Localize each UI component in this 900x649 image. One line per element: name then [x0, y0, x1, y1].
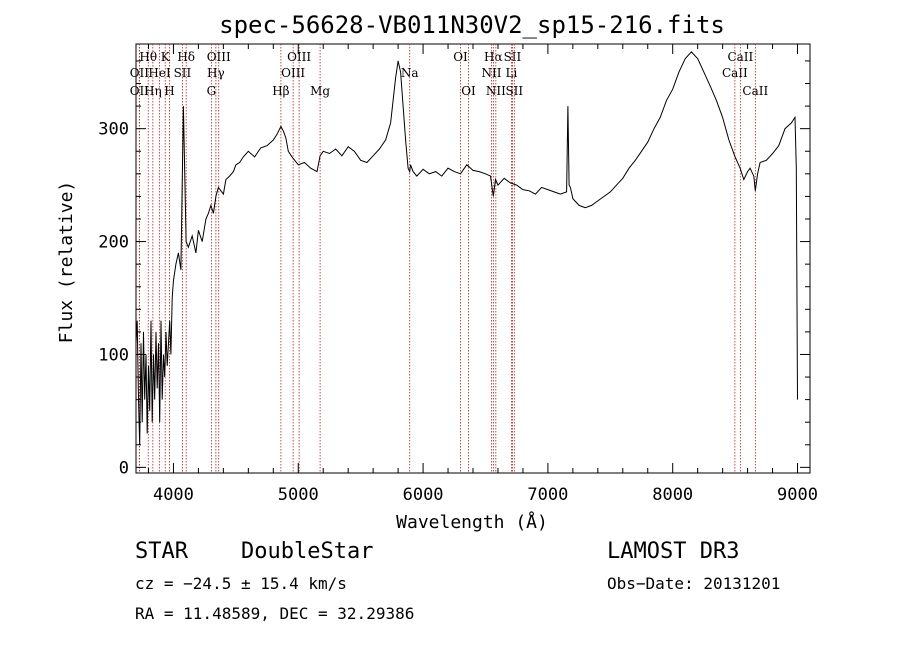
spectral-line-label: SII [505, 84, 523, 98]
object-subclass: DoubleStar [241, 539, 373, 564]
spectral-line-label: CaII [727, 50, 753, 64]
y-axis-label: Flux (relative) [56, 181, 77, 344]
spectral-line-label: K [161, 50, 171, 64]
spectral-line-label: Hδ [177, 50, 195, 64]
spectral-line-label: NII [481, 66, 501, 80]
axis-ticks: 4000 5000 6000 7000 8000 9000 0 100 200 300 [98, 44, 818, 505]
survey-name: LAMOST DR3 [607, 539, 739, 564]
spectral-line-label: Li [506, 66, 518, 80]
spectral-line-label: HeI [148, 66, 171, 80]
y-tick-label: 300 [98, 120, 129, 140]
spectral-line-label: OIII [287, 50, 311, 64]
spectral-line-label: OI [461, 84, 476, 98]
x-axis-label: Wavelength (Å) [396, 511, 548, 533]
spectral-line-label: OII [130, 84, 150, 98]
plot-frame [135, 43, 811, 474]
chart-title: spec-56628-VB011N30V2_sp15-216.fits [219, 11, 725, 39]
spectral-line-label: SII [504, 50, 522, 64]
spectral-line-label: OIII [207, 50, 231, 64]
spectral-line-label: Mg [310, 84, 330, 98]
x-tick-label: 9000 [777, 485, 818, 505]
y-tick-label: 100 [98, 345, 129, 365]
spectral-line-label: Hα [484, 50, 503, 64]
x-tick-label: 7000 [527, 485, 568, 505]
spectral-line-label: OI [453, 50, 468, 64]
observation-date: Obs−Date: 20131201 [607, 574, 780, 593]
spectral-line-label: OIII [281, 66, 305, 80]
spectral-line-label: SII [174, 66, 192, 80]
spectral-line-label: Na [401, 66, 419, 80]
x-tick-label: 8000 [652, 485, 693, 505]
spectral-line-label: H [164, 84, 174, 98]
x-tick-label: 4000 [153, 485, 194, 505]
spectral-line-label: Hη [144, 84, 162, 98]
spectral-line-markers: HθOIIOIIHηHeIKHSIIHδGHγOIIIHβOIIIOIIIMgN… [130, 44, 768, 473]
spectral-line-label: Hθ [139, 50, 157, 64]
spectral-line-label: Hβ [272, 84, 289, 98]
spectral-line-label: CaII [742, 84, 768, 98]
spectrum-series [135, 51, 798, 445]
spectrum-line [135, 51, 798, 445]
plot-area-border [135, 43, 811, 474]
spectral-line-label: CaII [722, 66, 748, 80]
spectral-line-label: G [207, 84, 217, 98]
spectral-line-label: OII [130, 66, 150, 80]
x-tick-label: 6000 [403, 485, 444, 505]
redshift-cz: cz = −24.5 ± 15.4 km/s [135, 574, 347, 593]
object-class: STAR [135, 539, 189, 564]
coordinates: RA = 11.48589, DEC = 32.29386 [135, 604, 414, 623]
spectral-line-label: Hγ [207, 66, 225, 80]
y-tick-label: 200 [98, 233, 129, 253]
x-tick-label: 5000 [278, 485, 319, 505]
y-tick-label: 0 [119, 458, 129, 478]
spectral-line-label: NII [486, 84, 506, 98]
